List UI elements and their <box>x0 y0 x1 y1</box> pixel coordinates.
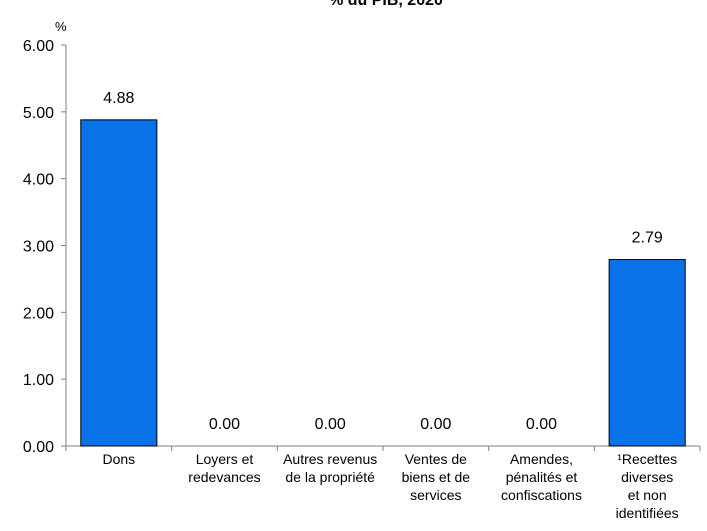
bar-value-label: 0.00 <box>420 416 451 433</box>
y-tick-label: 4.00 <box>23 172 54 189</box>
x-category-label: Ventes de biens et de services <box>402 451 471 503</box>
x-category-label: Dons <box>102 451 135 467</box>
y-tick-label: 5.00 <box>23 105 54 122</box>
bar-value-label: 0.00 <box>526 416 557 433</box>
bar-value-label: 0.00 <box>209 416 240 433</box>
x-category-label: Amendes, pénalités et confiscations <box>501 451 582 503</box>
bar <box>80 119 158 447</box>
chart-title: % du PIB, 2020 <box>329 0 443 9</box>
y-tick-label: 6.00 <box>23 38 54 55</box>
bar <box>608 259 686 447</box>
bars-group <box>80 119 686 447</box>
y-axis-ticks: 0.00 1.00 2.00 3.00 4.00 5.00 6.00 <box>23 38 701 456</box>
x-category-label: Autres revenus de la propriété <box>283 451 377 485</box>
y-tick-label: 0.00 <box>23 439 54 456</box>
x-category-label: Loyers et redevances <box>188 451 260 485</box>
y-unit-label: % <box>55 19 67 34</box>
y-tick-label: 1.00 <box>23 372 54 389</box>
bar-value-label: 0.00 <box>315 416 346 433</box>
y-tick-label: 2.00 <box>23 305 54 322</box>
bar-value-label: 2.79 <box>632 230 663 247</box>
bar-value-label: 4.88 <box>103 90 134 107</box>
data-labels-group: 4.88 0.00 0.00 0.00 0.00 2.79 <box>103 90 663 433</box>
y-tick-label: 3.00 <box>23 239 54 256</box>
x-category-label: ¹Recettes diverses et non identifiées <box>616 451 679 521</box>
x-axis-category-labels: Dons Loyers et redevances Autres revenus de … <box>102 451 678 521</box>
